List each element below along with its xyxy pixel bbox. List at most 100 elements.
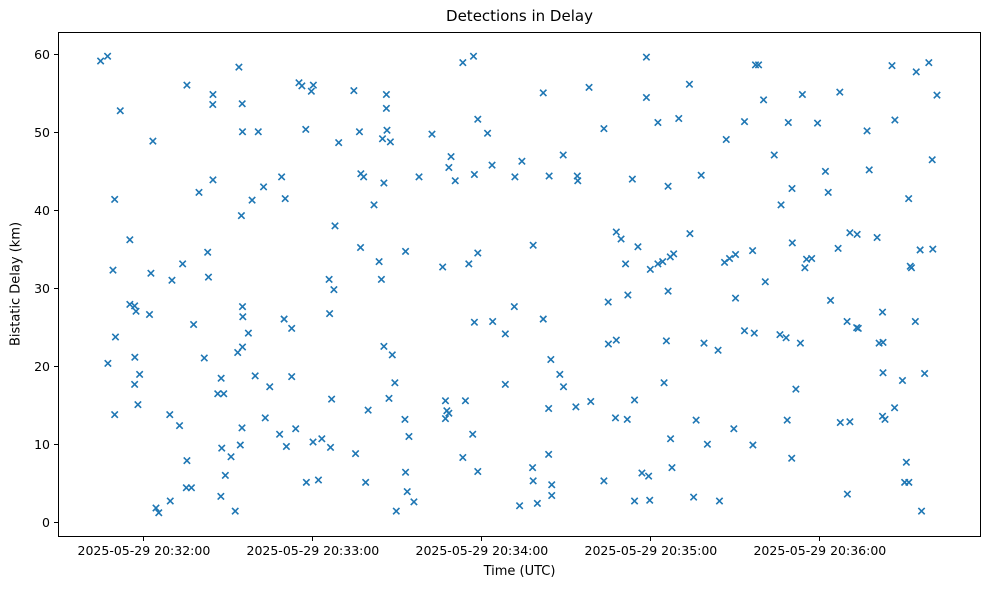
scatter-marker [787, 454, 796, 462]
y-tick-mark [54, 210, 58, 212]
scatter-marker [863, 127, 871, 135]
scatter-marker [383, 126, 391, 134]
scatter-marker [145, 310, 154, 319]
scatter-marker [401, 415, 409, 424]
y-tick-label: 50 [34, 124, 50, 140]
scatter-marker [759, 96, 768, 104]
scatter-marker [865, 166, 873, 174]
scatter-marker [445, 409, 453, 417]
scatter-marker [459, 58, 467, 67]
scatter-marker [518, 157, 526, 166]
scatter-marker [175, 421, 184, 430]
scatter-marker [628, 175, 637, 183]
scatter-marker [911, 317, 920, 326]
scatter-marker [110, 195, 119, 204]
scatter-marker [782, 334, 790, 342]
scatter-marker [878, 308, 887, 316]
y-tick-mark [54, 366, 58, 368]
scatter-marker [807, 254, 816, 263]
scatter-marker [231, 507, 239, 515]
scatter-marker [611, 414, 620, 422]
scatter-marker [465, 260, 473, 268]
scatter-marker [612, 228, 621, 236]
scatter-marker [382, 90, 391, 99]
y-tick-label: 20 [34, 358, 50, 374]
scatter-marker [730, 424, 738, 433]
x-tick-label: 2025-05-29 20:32:00 [77, 543, 211, 558]
scatter-marker [361, 478, 370, 487]
scatter-marker [888, 61, 896, 70]
scatter-marker [238, 127, 247, 136]
scatter-marker [438, 263, 447, 271]
scatter-marker [474, 467, 482, 476]
scatter-marker [318, 435, 326, 443]
scatter-marker [689, 493, 698, 501]
scatter-marker [203, 248, 212, 256]
scatter-marker [469, 52, 478, 61]
x-axis-label: Time (UTC) [483, 564, 556, 579]
scatter-marker [714, 346, 722, 354]
scatter-marker [217, 492, 225, 501]
scatter-marker [217, 374, 225, 382]
scatter-marker [586, 397, 595, 406]
scatter-marker [917, 507, 926, 515]
scatter-marker [621, 260, 630, 268]
scatter-marker [890, 403, 899, 412]
scatter-marker [692, 416, 700, 424]
scatter-marker [483, 129, 492, 138]
scatter-marker [754, 61, 763, 69]
scatter-marker [447, 152, 455, 161]
y-tick-mark [54, 54, 58, 56]
scatter-marker [428, 130, 436, 138]
scatter-marker [722, 135, 731, 144]
scatter-marker [110, 410, 119, 419]
scatter-marker [529, 241, 537, 250]
scatter-marker [134, 400, 142, 409]
y-tick-label: 60 [34, 46, 50, 62]
scatter-marker [854, 324, 863, 333]
scatter-marker [298, 82, 306, 90]
scatter-marker [325, 275, 333, 284]
scatter-marker [796, 339, 805, 347]
scatter-marker [380, 179, 388, 187]
scatter-marker [461, 396, 470, 405]
scatter-marker [251, 372, 259, 380]
chart-title: Detections in Delay [446, 7, 593, 25]
y-tick-mark [54, 288, 58, 290]
scatter-marker [334, 138, 343, 147]
scatter-marker [351, 449, 360, 458]
scatter-marker [132, 307, 140, 316]
scatter-marker [783, 416, 791, 424]
scatter-marker [836, 418, 845, 427]
scatter-marker [126, 300, 134, 309]
scatter-marker [459, 453, 467, 462]
scatter-marker [239, 313, 247, 321]
scatter-marker [401, 247, 410, 256]
scatter-marker [879, 368, 887, 377]
x-tick-label: 2025-05-29 20:33:00 [246, 543, 380, 558]
scatter-marker [843, 317, 851, 326]
scatter-marker [254, 127, 263, 136]
scatter-marker [307, 87, 316, 96]
scatter-marker [574, 176, 582, 185]
plot-area [58, 32, 981, 537]
y-tick-mark [54, 132, 58, 134]
scatter-marker [834, 244, 842, 253]
scatter-marker [178, 260, 187, 268]
scatter-marker [359, 173, 368, 181]
scatter-marker [674, 114, 683, 123]
scatter-marker [920, 369, 929, 378]
scatter-marker [183, 81, 191, 89]
scatter-marker [302, 125, 310, 134]
scatter-marker [219, 390, 228, 398]
scatter-marker [131, 353, 139, 361]
scatter-marker [238, 302, 247, 311]
scatter-marker [126, 236, 134, 244]
scatter-marker [843, 490, 852, 498]
scatter-marker [556, 370, 564, 379]
scatter-marker [287, 372, 296, 381]
scatter-marker [539, 89, 548, 97]
scatter-marker [391, 379, 399, 387]
scatter-marker [792, 385, 800, 393]
